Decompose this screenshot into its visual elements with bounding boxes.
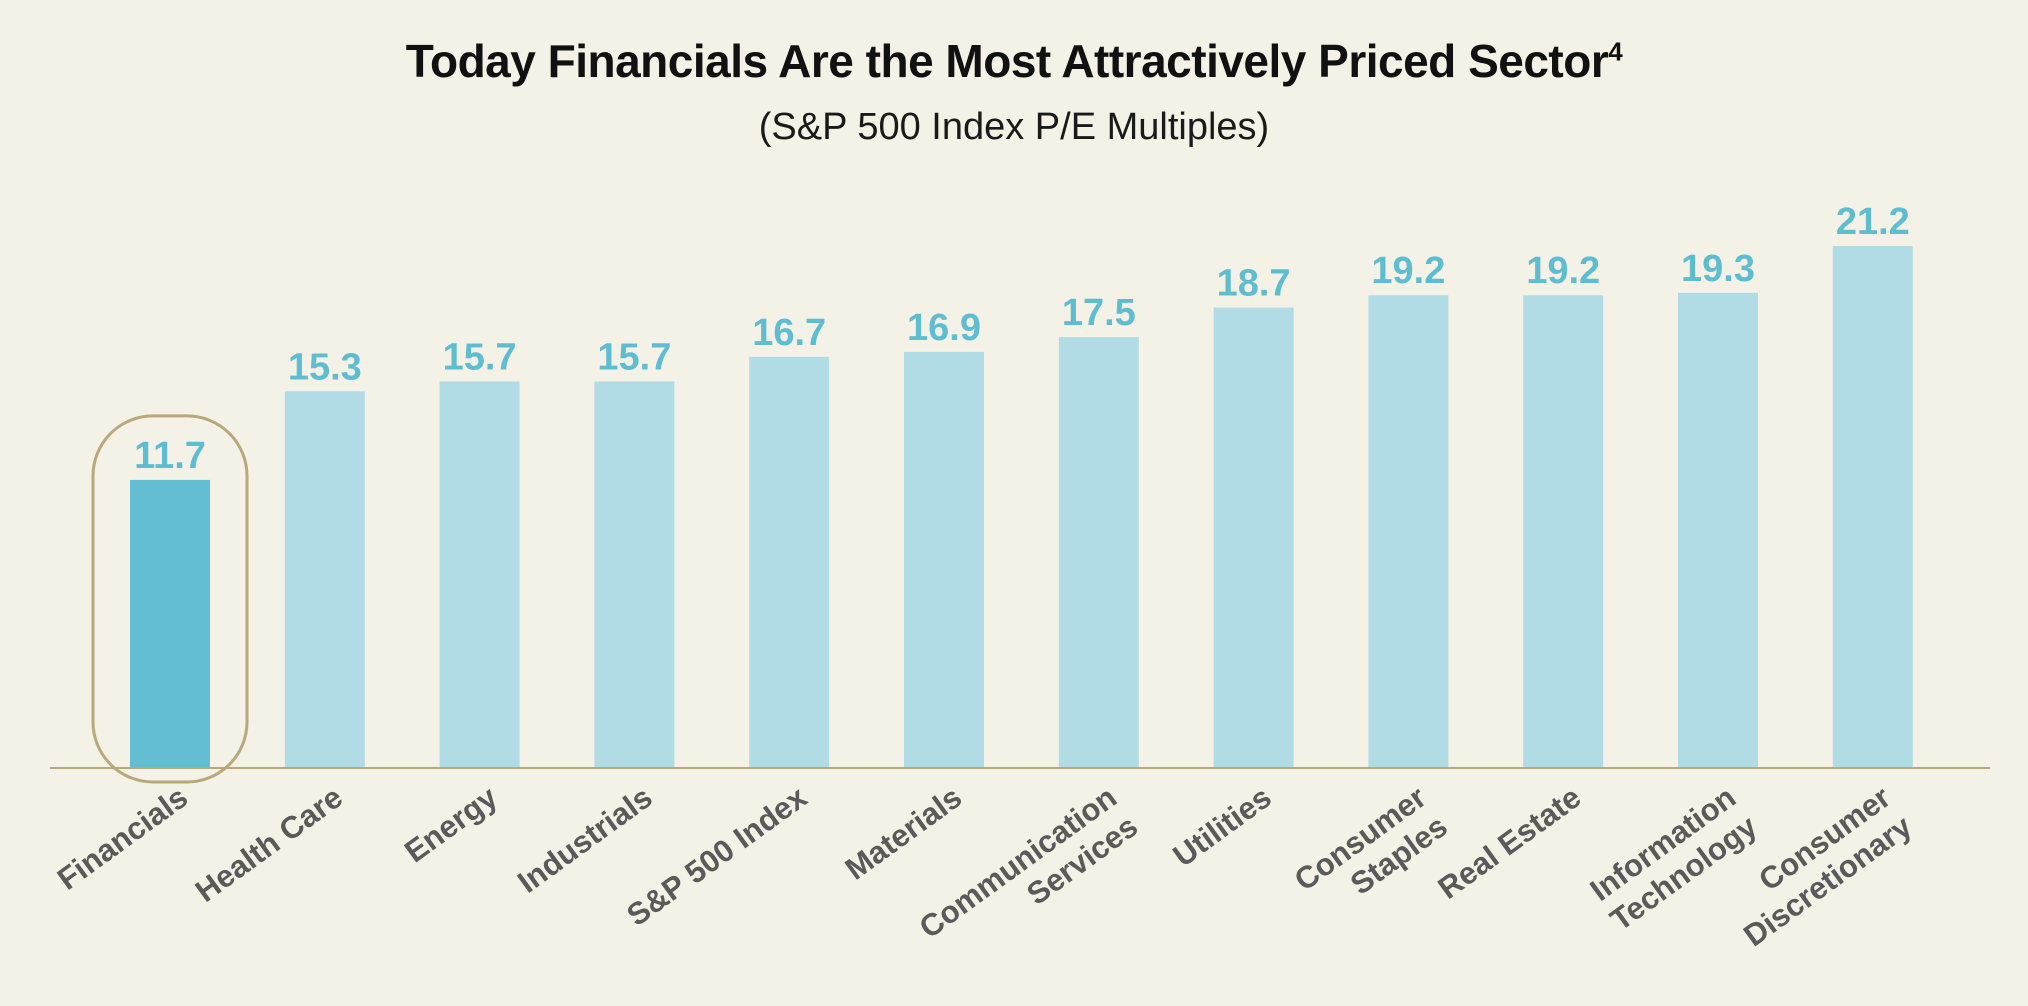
- bar-value-label: 16.7: [752, 312, 826, 354]
- x-tick-label: Real Estate: [1432, 779, 1588, 906]
- bar: [1832, 246, 1913, 768]
- bar-value-label: 11.7: [134, 435, 206, 477]
- x-tick-label: Materials: [839, 779, 968, 886]
- bar: [1523, 295, 1604, 768]
- bar-value-label: 17.5: [1062, 292, 1136, 334]
- bar: [594, 381, 675, 768]
- bar: [284, 391, 365, 768]
- bar: [1368, 295, 1449, 768]
- bar-value-label: 21.2: [1836, 201, 1910, 243]
- x-tick-label: ConsumerStaples: [1288, 779, 1454, 927]
- x-tick-label-line: Industrials: [511, 779, 658, 899]
- bar-value-label: 15.7: [443, 336, 517, 378]
- chart-title-text: Today Financials Are the Most Attractive…: [405, 35, 1609, 87]
- bar: [749, 356, 830, 768]
- bar: [1213, 307, 1294, 768]
- bar-value-label: 19.2: [1371, 250, 1445, 292]
- bar: [130, 479, 210, 768]
- bar-value-label: 19.2: [1526, 250, 1600, 292]
- x-tick-label-line: Energy: [398, 779, 504, 870]
- bar-value-label: 15.3: [288, 346, 362, 388]
- x-tick-label-line: Financials: [51, 779, 194, 896]
- bar-value-label: 18.7: [1217, 263, 1291, 305]
- bar-value-label: 19.3: [1681, 248, 1755, 290]
- highlight-outline: [91, 414, 249, 784]
- bar: [904, 351, 984, 768]
- bar: [1678, 292, 1758, 768]
- bar-value-label: 15.7: [597, 336, 671, 378]
- chart-subtitle: (S&P 500 Index P/E Multiples): [758, 106, 1270, 148]
- chart-title-footnote: 4: [1608, 36, 1623, 67]
- chart-title: Today Financials Are the Most Attractive…: [0, 34, 2028, 88]
- x-tick-label: Industrials: [511, 779, 658, 899]
- x-tick-label: Health Care: [189, 779, 349, 909]
- x-tick-label-line: Real Estate: [1432, 779, 1588, 906]
- x-tick-label: Financials: [51, 779, 194, 896]
- x-tick-label-line: Health Care: [189, 779, 349, 909]
- x-tick-label: ConsumerDiscretionary: [1716, 779, 1919, 953]
- x-tick-label: InformationTechnology: [1583, 779, 1764, 938]
- x-tick-label-line: Materials: [839, 779, 968, 886]
- x-tick-label-line: Utilities: [1167, 779, 1278, 873]
- bar-value-label: 16.9: [907, 307, 981, 349]
- bar: [439, 381, 520, 768]
- x-tick-label: Utilities: [1167, 779, 1278, 873]
- x-tick-label: Energy: [398, 779, 504, 870]
- bar: [1058, 337, 1139, 768]
